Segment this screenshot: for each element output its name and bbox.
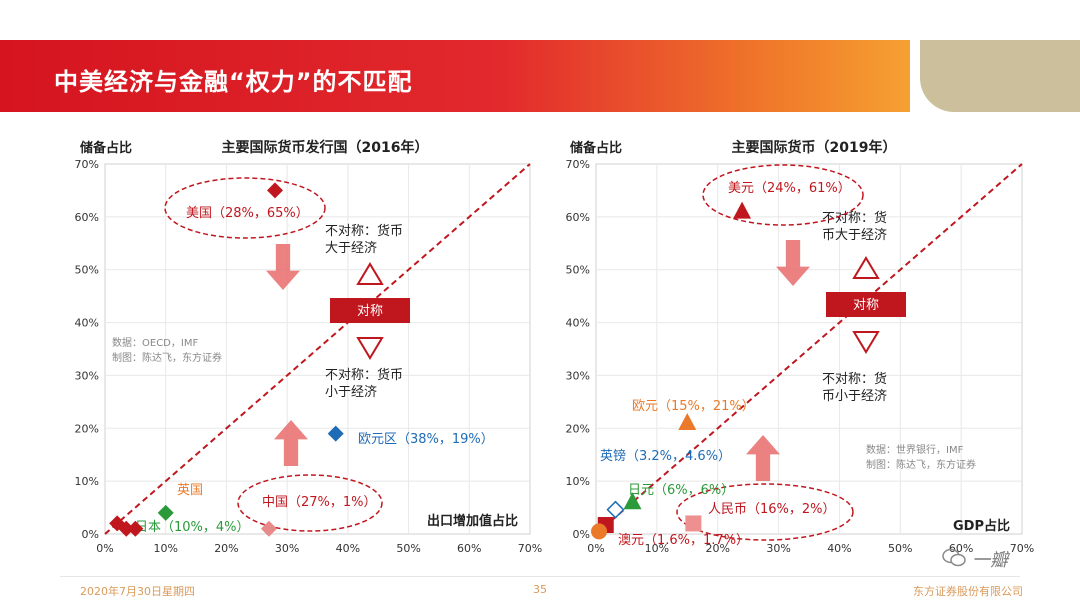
down-arrow-icon — [266, 244, 300, 290]
x-tick-label: 0% — [96, 542, 113, 555]
asymmetric-above-label: 不对称：货币大于经济 — [325, 223, 403, 256]
wechat-icon — [942, 548, 966, 567]
x-tick-label: 70% — [1010, 542, 1034, 555]
highlight-ellipse — [164, 177, 326, 239]
symmetric-label: 对称 — [853, 298, 879, 313]
up-arrow-icon — [274, 420, 308, 466]
x-tick-label: 20% — [705, 542, 729, 555]
y-tick-label: 40% — [566, 317, 590, 330]
symmetric-label: 对称 — [357, 304, 383, 319]
data-label: 中国（27%，1%） — [262, 495, 377, 510]
up-arrow-icon — [746, 435, 780, 481]
data-point — [733, 201, 752, 219]
data-point — [678, 413, 697, 430]
data-label: 日元（6%，6%） — [628, 483, 734, 498]
y-axis-label: 储备占比 — [79, 140, 132, 156]
x-tick-label: 50% — [888, 542, 912, 555]
y-tick-label: 20% — [75, 422, 99, 435]
source-note: 数据：世界银行，IMF — [866, 443, 964, 456]
data-point — [327, 425, 344, 442]
down-triangle-icon — [356, 337, 384, 360]
data-label: 美国（28%，65%） — [186, 206, 309, 221]
footer-date: 2020年7月30日星期四 — [80, 585, 195, 598]
data-label: 人民币（16%，2%） — [708, 502, 836, 517]
data-label: 英国 — [177, 483, 203, 498]
down-arrow-icon — [776, 240, 810, 286]
footer-divider — [60, 576, 1020, 577]
x-tick-label: 30% — [275, 542, 299, 555]
asymmetric-below-label: 不对称：货币小于经济 — [822, 371, 887, 404]
y-tick-label: 70% — [566, 158, 590, 171]
data-point — [591, 523, 608, 540]
x-tick-label: 0% — [587, 542, 604, 555]
y-tick-label: 30% — [75, 369, 99, 382]
x-tick-label: 30% — [766, 542, 790, 555]
x-tick-label: 50% — [396, 542, 420, 555]
y-tick-label: 0% — [573, 528, 590, 541]
data-point — [118, 520, 135, 537]
y-tick-label: 20% — [566, 422, 590, 435]
author-note: 制图：陈达飞，东方证券 — [866, 458, 976, 471]
data-label: 日本（10%，4%） — [135, 520, 250, 535]
up-triangle-icon — [852, 256, 880, 279]
x-tick-label: 60% — [457, 542, 481, 555]
y-tick-label: 0% — [82, 528, 99, 541]
up-triangle-icon — [356, 262, 384, 285]
highlight-ellipse — [237, 474, 383, 532]
data-point — [685, 515, 702, 532]
data-point — [127, 520, 144, 537]
data-label: 欧元区（38%，19%） — [358, 432, 494, 447]
x-tick-label: 10% — [153, 542, 177, 555]
y-tick-label: 30% — [566, 369, 590, 382]
chart-title: 主要国际货币发行国（2016年） — [222, 139, 429, 156]
data-label: 美元（24%，61%） — [728, 181, 851, 196]
x-tick-label: 70% — [518, 542, 542, 555]
y-tick-label: 40% — [75, 317, 99, 330]
y-tick-label: 10% — [75, 475, 99, 488]
symmetric-box — [826, 292, 906, 317]
author-note: 制图：陈达飞，东方证券 — [112, 351, 222, 364]
x-axis-label: GDP占比 — [953, 518, 1010, 534]
highlight-ellipse — [702, 164, 864, 226]
down-triangle-icon — [852, 331, 880, 354]
y-tick-label: 60% — [75, 211, 99, 224]
title-banner — [0, 40, 910, 112]
chart-title: 主要国际货币（2019年） — [732, 139, 897, 156]
data-label: 英镑（3.2%，4.6%） — [600, 448, 731, 464]
y-tick-label: 70% — [75, 158, 99, 171]
diagonal-line — [595, 163, 1023, 535]
source-note: 数据：OECD，IMF — [112, 336, 198, 349]
y-tick-label: 50% — [566, 264, 590, 277]
y-tick-label: 60% — [566, 211, 590, 224]
x-tick-label: 40% — [827, 542, 851, 555]
footer-page-number: 35 — [533, 583, 547, 596]
data-label: 欧元（15%，21%） — [632, 399, 755, 414]
x-tick-label: 40% — [336, 542, 360, 555]
banner-accent — [920, 40, 1080, 112]
watermark-text: 一瓣 — [972, 550, 1008, 571]
data-point — [267, 182, 283, 199]
diagonal-line — [104, 163, 531, 535]
data-point — [606, 500, 625, 519]
y-tick-label: 50% — [75, 264, 99, 277]
x-axis-label: 出口增加值占比 — [427, 513, 518, 529]
data-point — [157, 504, 174, 521]
x-tick-label: 20% — [214, 542, 238, 555]
symmetric-box — [330, 298, 410, 323]
data-point — [260, 520, 277, 537]
data-point — [623, 492, 642, 510]
footer-company: 东方证券股份有限公司 — [913, 585, 1023, 598]
x-tick-label: 60% — [949, 542, 973, 555]
asymmetric-above-label: 不对称：货币大于经济 — [822, 210, 887, 243]
x-tick-label: 10% — [645, 542, 669, 555]
y-tick-label: 10% — [566, 475, 590, 488]
y-axis-label: 储备占比 — [569, 140, 622, 156]
page-title: 中美经济与金融“权力”的不匹配 — [54, 68, 413, 96]
data-label: 澳元（1.6%，1.7%） — [618, 532, 749, 548]
asymmetric-below-label: 不对称：货币小于经济 — [325, 367, 403, 400]
highlight-ellipse — [676, 483, 854, 541]
